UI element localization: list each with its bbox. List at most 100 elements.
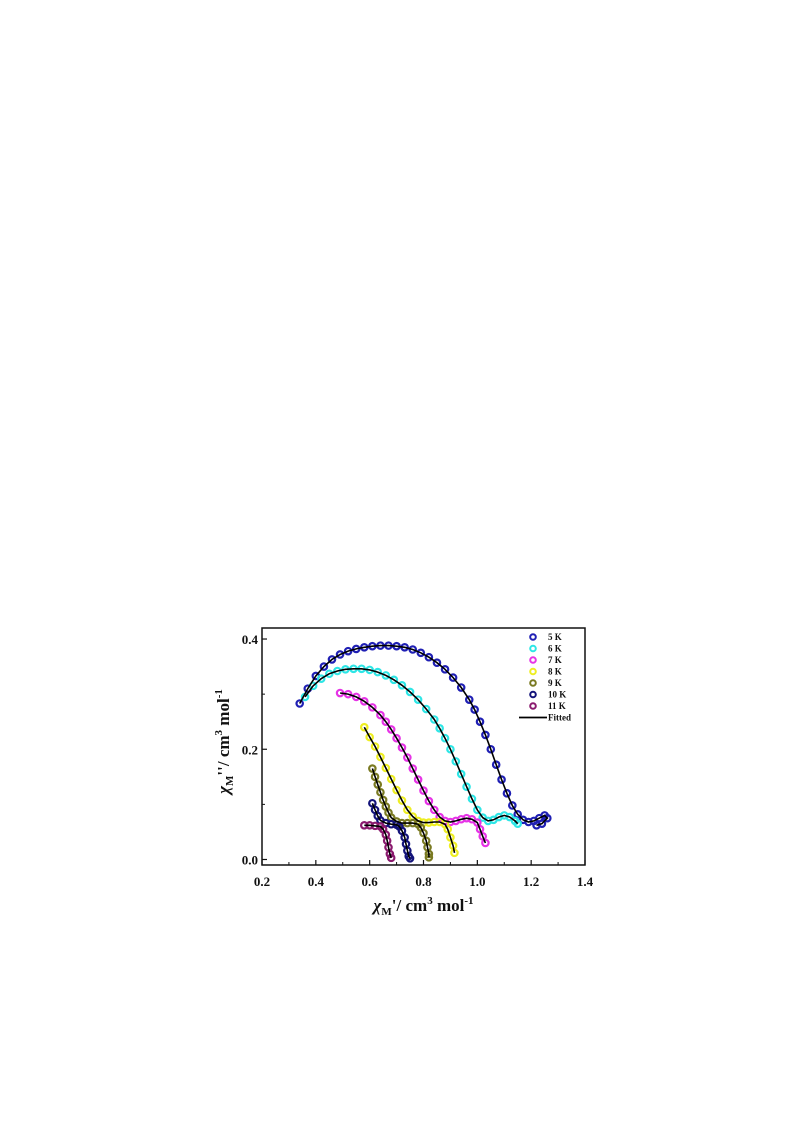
data-point [456,683,466,692]
legend-marker [529,690,537,699]
data-point [397,681,407,690]
legend-marker [529,667,537,676]
data-point [416,648,426,658]
fit-curve [364,824,392,859]
data-point [424,796,434,806]
data-point [473,805,482,815]
y-axis-title: χM''/ cm3 mol-1 [213,689,236,796]
legend-marker [529,633,537,641]
legend-marker [529,679,537,687]
data-point [351,692,361,702]
data-point [470,705,479,714]
data-point [413,695,423,704]
y-tick-label: 0.2 [242,742,258,757]
legend-label: 9 K [548,678,562,688]
y-axis-ticks: 0.0 0.2 0.4 [242,632,267,867]
legend-fit-label: Fitted [548,713,571,723]
data-point [424,652,434,662]
data-point [376,787,385,797]
data-point [316,674,326,684]
data-point [475,824,485,834]
x-tick-label: 0.2 [254,874,270,889]
legend-marker [529,656,537,664]
data-point [513,819,523,828]
data-point [376,752,385,762]
data-point [343,646,353,656]
legend-label: 8 K [548,667,562,677]
data-point [481,838,490,848]
data-point [368,798,377,808]
data-markers [295,641,552,863]
data-point [386,774,396,784]
data-point [403,805,412,815]
data-point [456,769,466,779]
data-point [435,812,444,822]
y-tick-label: 0.4 [242,632,259,647]
x-tick-label: 1.0 [469,874,485,889]
data-point [397,796,407,805]
fit-curve [298,644,549,827]
fit-curve [304,668,519,825]
data-point [295,699,304,708]
data-point [408,764,418,773]
data-point [448,673,458,682]
data-point [386,853,396,863]
data-point [543,813,552,823]
data-point [446,833,455,842]
data-point [419,786,428,795]
data-point [432,658,442,668]
data-point [381,763,391,773]
data-point [405,854,415,863]
data-point [513,809,523,819]
data-point [381,717,391,726]
data-point [467,794,477,804]
data-point [502,789,512,798]
data-point [505,812,514,822]
data-point [373,780,383,789]
fit-curve [371,802,411,859]
data-point [429,715,439,724]
data-point [392,785,401,795]
data-point [365,732,374,742]
data-point [443,824,453,834]
data-point [378,795,388,805]
x-tick-label: 0.4 [308,874,325,889]
data-point [381,671,391,680]
x-tick-label: 1.2 [523,874,539,889]
data-point [368,764,377,773]
data-point [421,704,431,714]
data-point [475,717,485,726]
data-point [481,730,490,740]
data-point [451,757,461,766]
data-point [435,724,444,733]
data-point [413,775,423,784]
data-point [370,772,380,782]
legend: 5 K 6 K7 K 8 K9 K 10 K11 K Fitted [519,632,571,723]
data-point [419,828,428,838]
legend-label: 10 K [548,690,566,700]
data-point [403,753,412,762]
data-point [392,733,401,743]
data-point [462,782,471,792]
data-point [319,662,329,671]
data-point [327,655,337,664]
data-point [440,665,450,674]
data-point [389,675,399,685]
data-point [359,722,369,732]
x-tick-label: 0.8 [415,874,432,889]
data-point [446,744,455,754]
x-axis-title: χM'/ cm3 mol-1 [371,895,473,918]
data-point [397,826,407,836]
data-point [408,645,418,654]
data-point [359,697,369,706]
legend-label: 7 K [548,655,562,665]
fit-curve [339,692,487,844]
data-point [335,650,345,659]
data-point [486,744,496,754]
data-point [386,725,396,734]
x-axis-ticks: 0.2 0.4 0.6 0.8 1.0 1.2 1.4 [254,860,594,889]
legend-marker [529,702,537,710]
fitted-curves [298,644,549,859]
fit-curve [363,726,456,854]
